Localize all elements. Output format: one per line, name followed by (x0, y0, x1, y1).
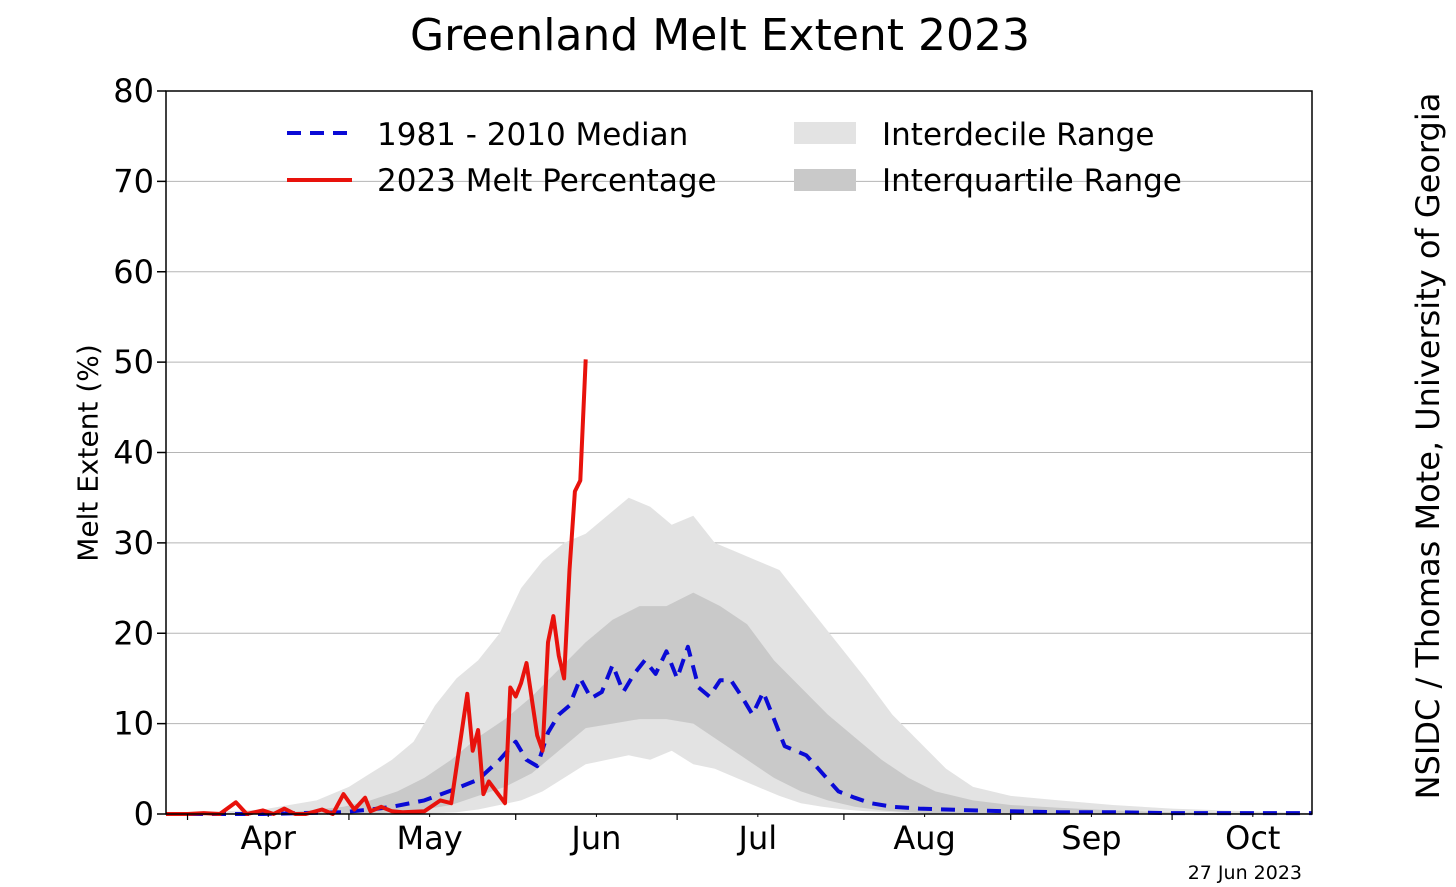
series-lines (166, 359, 1312, 816)
y-tick-label: 70 (113, 162, 154, 200)
legend-label: 2023 Melt Percentage (377, 163, 717, 199)
x-tick-label: Apr (241, 819, 297, 857)
x-tick-label: Jun (569, 819, 621, 857)
interquartile-band (166, 592, 1312, 814)
median-line (166, 644, 1312, 816)
x-tick-label: Aug (893, 819, 955, 857)
x-tick-label: May (397, 819, 463, 857)
y-tick-label: 40 (113, 434, 154, 472)
legend-label: 1981 - 2010 Median (377, 117, 688, 153)
x-tick-label: Sep (1061, 819, 1121, 857)
legend-interdecile-swatch (794, 122, 856, 144)
y-tick-label: 30 (113, 524, 154, 562)
range-bands (166, 497, 1312, 814)
melt-2023-line (166, 359, 588, 816)
y-tick-label: 0 (134, 795, 154, 833)
date-label: 27 Jun 2023 (1187, 862, 1302, 884)
y-tick-label: 60 (113, 253, 154, 291)
legend-interquartile-swatch (794, 169, 856, 191)
y-tick-label: 80 (113, 72, 154, 110)
legend-label: Interquartile Range (882, 163, 1182, 199)
legend: 1981 - 2010 Median 2023 Melt Percentage In… (287, 117, 1182, 199)
y-tick-label: 50 (113, 343, 154, 381)
legend-label: Interdecile Range (882, 117, 1154, 153)
x-tick-label: Jul (737, 819, 778, 857)
y-tick-label: 10 (113, 705, 154, 743)
x-tick-label: Oct (1225, 819, 1280, 857)
y-tick-label: 20 (113, 614, 154, 652)
axis-ticks: 0 10 20 30 40 50 60 70 80 Apr May Jun Jul Aug Sep Oct (113, 72, 1280, 857)
gridlines (166, 180, 1312, 725)
chart-title: Greenland Melt Extent 2023 (410, 10, 1030, 61)
